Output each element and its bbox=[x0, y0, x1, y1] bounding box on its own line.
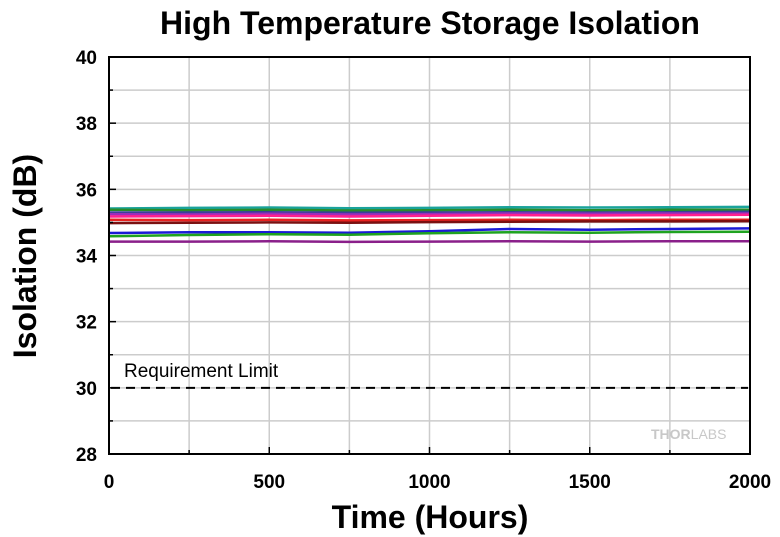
y-axis-label: Isolation (dB) bbox=[7, 154, 43, 358]
series-line-8 bbox=[108, 227, 751, 235]
watermark-logo: THORLABS bbox=[651, 426, 726, 442]
y-tick-label: 32 bbox=[76, 313, 97, 334]
chart-title: High Temperature Storage Isolation bbox=[160, 5, 700, 41]
series-line-10 bbox=[109, 240, 750, 244]
y-tick-label: 34 bbox=[76, 247, 98, 268]
y-tick-label: 40 bbox=[76, 48, 97, 69]
x-axis-label: Time (Hours) bbox=[332, 499, 529, 535]
series-line-5 bbox=[108, 213, 751, 218]
series-line-6 bbox=[108, 218, 750, 222]
requirement-limit-label: Requirement Limit bbox=[124, 361, 279, 382]
x-tick-label: 1500 bbox=[569, 472, 611, 493]
axis-ticks bbox=[108, 56, 751, 455]
y-tick-label: 28 bbox=[76, 445, 97, 466]
x-tick-label: 0 bbox=[104, 472, 115, 493]
data-series bbox=[108, 205, 751, 244]
y-tick-label: 36 bbox=[76, 180, 97, 201]
x-tick-label: 500 bbox=[253, 472, 285, 493]
series-line-3 bbox=[109, 210, 751, 215]
series-line-7 bbox=[108, 219, 751, 225]
series-line-4 bbox=[108, 212, 750, 216]
x-tick-labels: 0 500 1000 1500 2000 bbox=[104, 472, 771, 493]
series-line-2 bbox=[108, 208, 750, 212]
y-tick-label: 30 bbox=[76, 379, 97, 400]
y-tick-label: 38 bbox=[76, 114, 97, 135]
grid-lines bbox=[109, 57, 750, 454]
x-tick-label: 2000 bbox=[729, 472, 771, 493]
x-tick-label: 1000 bbox=[408, 472, 450, 493]
y-tick-labels: 28 30 32 34 36 38 40 bbox=[76, 48, 98, 466]
series-line-9 bbox=[108, 230, 751, 238]
series-line-1 bbox=[108, 205, 751, 210]
